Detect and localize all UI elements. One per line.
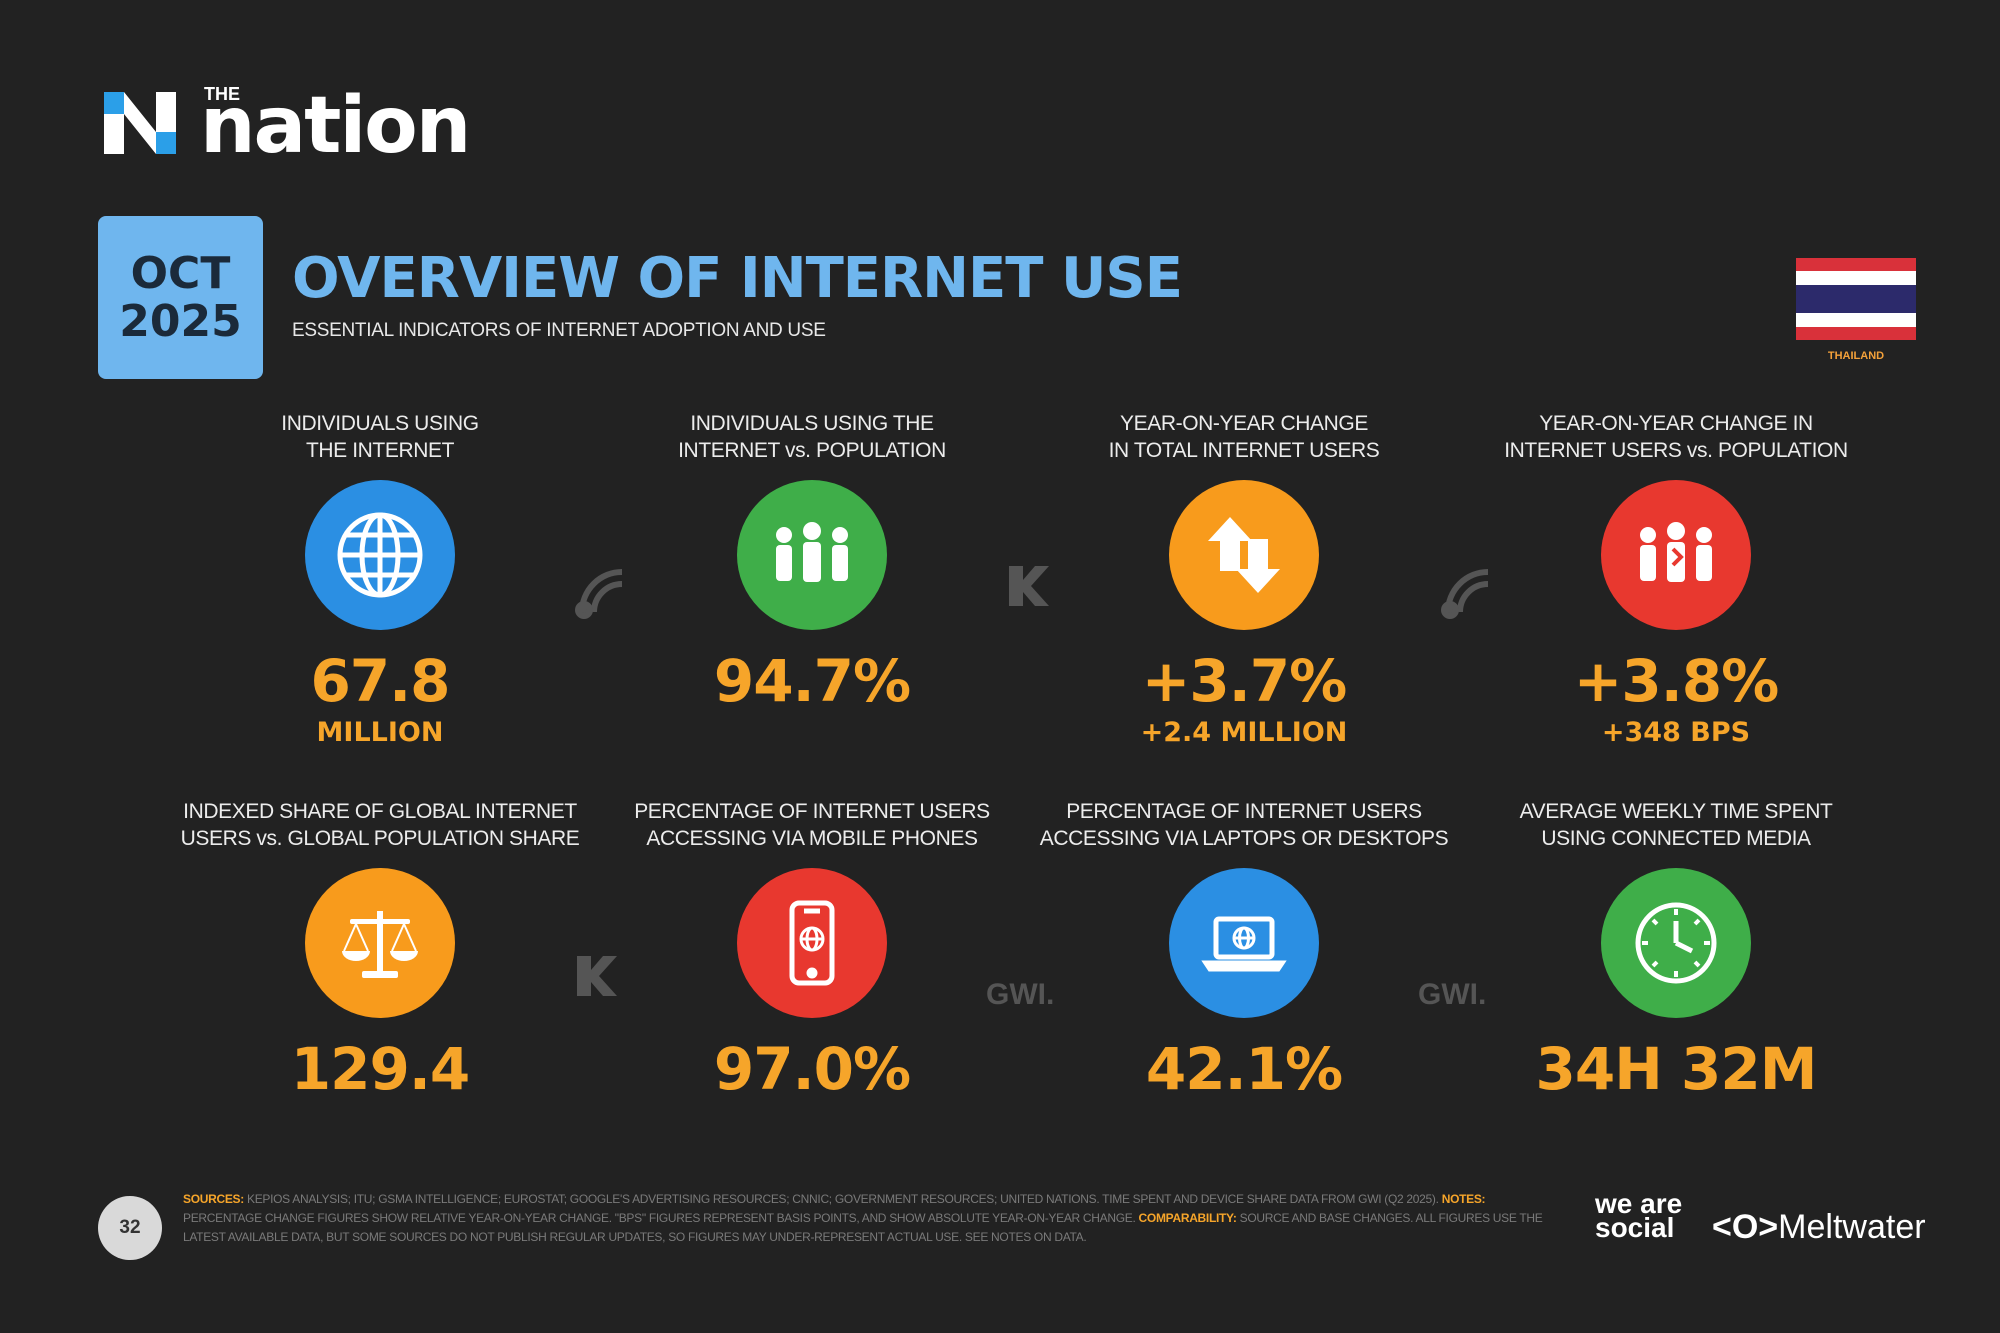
stat-value: 94.7% [713, 647, 911, 715]
stat-sub-value: +348 BPS [1601, 717, 1751, 748]
stat-label: AVERAGE WEEKLY TIME SPENT USING CONNECTED… [1519, 800, 1833, 850]
stat-value: 97.0% [713, 1035, 911, 1103]
stat-label: PERCENTAGE OF INTERNET USERS ACCESSING VI… [634, 800, 990, 850]
page-number: 32 [98, 1196, 162, 1260]
country-label: THAILAND [1827, 350, 1885, 362]
we-are-social-logo: we are social [1595, 1188, 1683, 1243]
stat-mobile-access: PERCENTAGE OF INTERNET USERS ACCESSING VI… [602, 798, 1022, 1102]
date-month: OCT [130, 247, 231, 299]
stat-label: YEAR-ON-YEAR CHANGE IN TOTAL INTERNET USE… [1108, 412, 1380, 462]
scales-icon [305, 868, 455, 1018]
meltwater-mark-icon: <O> [1712, 1208, 1779, 1246]
stat-label: INDEXED SHARE OF GLOBAL INTERNET USERS vs… [180, 800, 580, 850]
stat-value: 129.4 [290, 1035, 470, 1103]
kepios-watermark-icon [577, 956, 617, 996]
meltwater-logo: <O>Meltwater [1712, 1208, 1926, 1246]
stat-internet-users: INDIVIDUALS USING THE INTERNET 67.8 MILLI… [170, 410, 590, 750]
stat-value: +3.8% [1573, 647, 1779, 715]
stat-label: YEAR-ON-YEAR CHANGE IN INTERNET USERS vs.… [1504, 412, 1848, 462]
stat-yoy-internet-users: YEAR-ON-YEAR CHANGE IN TOTAL INTERNET USE… [1034, 410, 1454, 750]
globe-icon [305, 480, 455, 630]
mobile-phone-icon [737, 868, 887, 1018]
gwi-watermark: GWI. [1418, 978, 1487, 1011]
stat-label: INDIVIDUALS USING THE INTERNET vs. POPULA… [678, 412, 946, 462]
stat-value: 67.8 [310, 647, 450, 715]
stat-sub-value: MILLION [316, 717, 444, 748]
sources-notes: SOURCES: KEPIOS ANALYSIS; ITU; GSMA INTE… [183, 1192, 1543, 1244]
up-down-arrows-icon [1169, 480, 1319, 630]
the-nation-logo-mark [104, 92, 176, 154]
stat-sub-value: +2.4 MILLION [1140, 717, 1348, 748]
stat-label: INDIVIDUALS USING THE INTERNET [281, 412, 479, 462]
page-title: OVERVIEW OF INTERNET USE [292, 246, 1183, 311]
stat-laptop-access: PERCENTAGE OF INTERNET USERS ACCESSING VI… [1034, 798, 1454, 1102]
stat-weekly-time: AVERAGE WEEKLY TIME SPENT USING CONNECTED… [1466, 798, 1886, 1102]
logo-the-text: THE [204, 84, 240, 104]
wifi-watermark-icon [575, 569, 623, 619]
kepios-watermark-icon [1009, 566, 1049, 606]
page-subtitle: ESSENTIAL INDICATORS OF INTERNET ADOPTIO… [292, 320, 826, 341]
clock-icon [1601, 868, 1751, 1018]
stat-value: 34H 32M [1535, 1035, 1818, 1103]
people-icon [737, 480, 887, 630]
thailand-flag-icon [1796, 258, 1916, 340]
stat-yoy-users-vs-population: YEAR-ON-YEAR CHANGE IN INTERNET USERS vs.… [1466, 410, 1886, 750]
stat-value: +3.7% [1141, 647, 1347, 715]
laptop-icon [1169, 868, 1319, 1018]
gwi-watermark: GWI. [986, 978, 1055, 1011]
date-badge: OCT 2025 [98, 216, 263, 379]
stat-indexed-share: INDEXED SHARE OF GLOBAL INTERNET USERS vs… [170, 798, 590, 1102]
stat-label: PERCENTAGE OF INTERNET USERS ACCESSING VI… [1039, 800, 1449, 850]
wifi-watermark-icon [1441, 569, 1489, 619]
people-flag-icon [1601, 480, 1751, 630]
logo-wordmark: nation [200, 81, 471, 171]
stat-internet-vs-population: INDIVIDUALS USING THE INTERNET vs. POPULA… [602, 410, 1022, 716]
date-year: 2025 [119, 295, 242, 347]
stat-value: 42.1% [1145, 1035, 1343, 1103]
